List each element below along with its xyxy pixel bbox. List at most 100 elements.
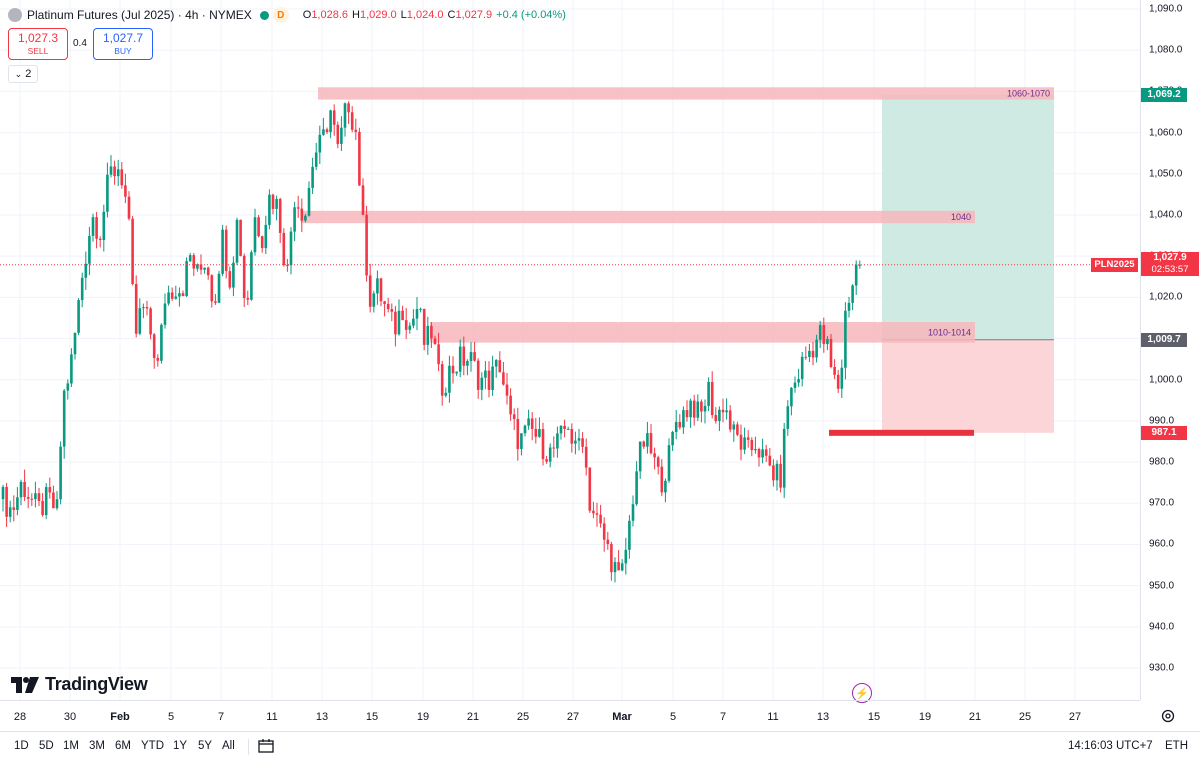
candle-body	[296, 207, 300, 209]
candle-body	[268, 194, 271, 225]
range-button-1m[interactable]: 1M	[63, 740, 79, 752]
settings-gear-icon[interactable]	[1160, 708, 1176, 724]
lightning-icon[interactable]: ⚡	[852, 683, 872, 703]
candle-body	[682, 410, 685, 428]
candle-body	[188, 255, 192, 262]
candle-body	[782, 428, 786, 488]
price-tick-label: 1,050.0	[1149, 168, 1183, 180]
candle-body	[610, 544, 613, 573]
candle-body	[185, 261, 188, 297]
candle-body	[502, 372, 505, 385]
candle-body	[257, 217, 260, 237]
candle-body	[307, 187, 311, 216]
candle-body	[48, 487, 52, 493]
range-button-all[interactable]: All	[222, 740, 235, 752]
candle-body	[282, 232, 286, 265]
tradingview-logo[interactable]: TradingView	[11, 674, 148, 695]
candle-body	[242, 255, 246, 298]
candle-body	[746, 437, 750, 440]
candle-body	[304, 215, 307, 221]
range-button-6m[interactable]: 6M	[115, 740, 131, 752]
candle-body	[757, 448, 761, 458]
candle-body	[786, 406, 790, 429]
range-button-1d[interactable]: 1D	[14, 740, 29, 752]
sell-button[interactable]: 1,027.3 SELL	[8, 28, 68, 60]
candle-body	[430, 325, 433, 339]
range-button-ytd[interactable]: YTD	[141, 740, 164, 752]
candle-body	[649, 433, 653, 454]
candle-body	[408, 325, 412, 330]
candle-body	[113, 166, 116, 177]
candle-body	[152, 334, 156, 358]
candle-body	[541, 429, 545, 460]
time-axis[interactable]: 28 30 Feb 5 7 11 13 15 19 21 25 27 Mar 5 7 11 13 15 19 21 25…	[0, 700, 1140, 731]
candle-body	[314, 152, 318, 167]
candle-body	[491, 366, 494, 390]
candle-body	[563, 425, 566, 429]
buy-label: BUY	[114, 46, 132, 56]
candle-body	[466, 361, 469, 366]
price-tick-label: 980.0	[1149, 456, 1175, 468]
chart-area[interactable]: 1060-1070 1040 1010-1014 Platinum Futures …	[0, 0, 1140, 703]
candle-body	[764, 449, 768, 456]
range-button-5d[interactable]: 5D	[39, 740, 54, 752]
entry-price-tag: 1,009.7	[1141, 332, 1187, 347]
symbol-title[interactable]: Platinum Futures (Jul 2025) · 4h · NYMEX	[27, 8, 252, 22]
price-axis[interactable]: 1,090.01,080.01,070.01,060.01,050.01,040…	[1140, 0, 1200, 700]
symbol-price-tag: PLN2025	[1091, 257, 1138, 272]
candle-body	[700, 401, 703, 412]
date-range-icon[interactable]	[257, 738, 275, 754]
candle-body	[224, 229, 228, 272]
candle-body	[95, 217, 98, 239]
candle-body	[260, 236, 264, 249]
range-button-3m[interactable]: 3M	[89, 740, 105, 752]
candle-body	[210, 275, 214, 302]
candle-body	[520, 433, 523, 449]
candle-body	[8, 507, 12, 517]
bottom-toolbar: 1D 5D 1M 3M 6M YTD 1Y 5Y All 14:16:03 UTC+7 ETH	[0, 731, 1200, 761]
candle-body	[322, 129, 325, 135]
candlestick-series	[1, 101, 862, 583]
symbol-logo-icon	[8, 8, 22, 22]
price-tick-label: 930.0	[1149, 662, 1175, 674]
indicators-toggle[interactable]: ⌄ 2	[8, 65, 38, 83]
session-toggle[interactable]: ETH	[1165, 740, 1188, 752]
candle-body	[606, 539, 610, 545]
support-resistance-zones[interactable]: 1060-1070 1040 1010-1014	[301, 87, 1054, 343]
symbol-legend[interactable]: Platinum Futures (Jul 2025) · 4h · NYMEX…	[8, 6, 566, 24]
candle-body	[358, 132, 361, 186]
candle-body	[581, 438, 584, 447]
candle-body	[721, 409, 725, 413]
chevron-down-icon: ⌄	[14, 68, 23, 79]
candle-body	[595, 513, 599, 515]
candle-body	[577, 438, 581, 441]
candle-body	[84, 263, 88, 278]
candle-body	[509, 395, 512, 415]
candle-body	[628, 520, 631, 550]
candle-body	[829, 338, 833, 367]
price-tick-label: 1,080.0	[1149, 44, 1183, 56]
candle-body	[570, 428, 574, 444]
range-button-5y[interactable]: 5Y	[198, 740, 213, 752]
chart-canvas[interactable]: 1060-1070 1040 1010-1014	[0, 0, 1140, 700]
candle-body	[484, 370, 487, 378]
candle-body	[635, 471, 638, 505]
price-tick-label: 1,020.0	[1149, 291, 1183, 303]
timezone-clock[interactable]: 14:16:03 UTC+7	[1068, 740, 1153, 752]
buy-button[interactable]: 1,027.7 BUY	[93, 28, 153, 60]
range-button-1y[interactable]: 1Y	[173, 740, 188, 752]
candle-body	[538, 429, 541, 437]
candle-body	[480, 377, 484, 390]
delayed-data-badge[interactable]: D	[272, 7, 289, 23]
time-tick-label: 27	[1068, 711, 1082, 723]
candle-body	[206, 267, 210, 276]
candle-body	[433, 338, 437, 345]
candle-body	[116, 169, 120, 177]
time-tick-label: Feb	[110, 711, 130, 723]
zone-rect	[301, 210, 975, 224]
time-tick-label: 11	[767, 711, 779, 723]
candle-body	[16, 497, 19, 510]
time-tick-label: 25	[516, 711, 530, 723]
candle-body	[368, 275, 372, 307]
stop-level-bar	[829, 429, 974, 436]
